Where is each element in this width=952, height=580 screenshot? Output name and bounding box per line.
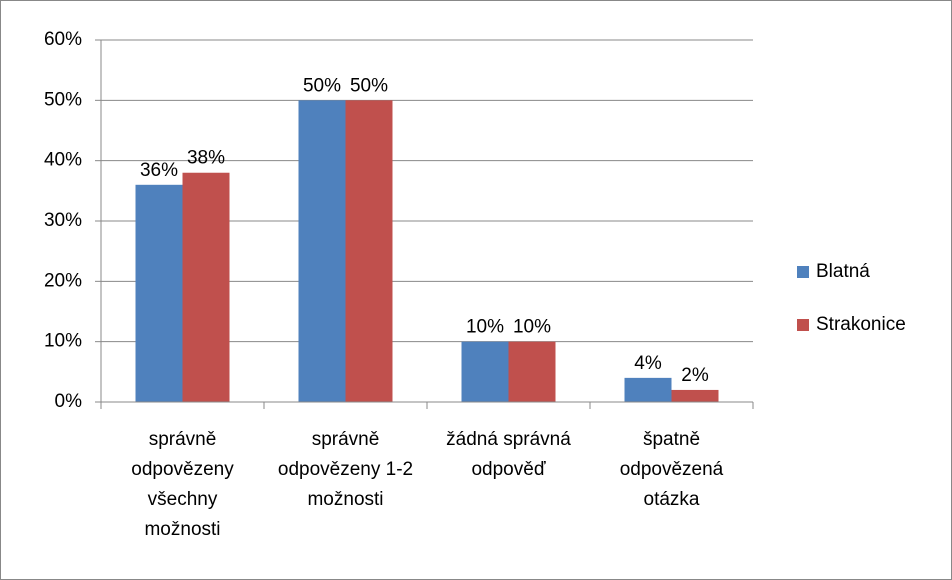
y-tick-label: 20% (44, 270, 82, 291)
x-tick-label: správně odpovězeny 1-2 možnosti (277, 429, 414, 510)
legend-swatch (797, 266, 809, 278)
data-label: 38% (187, 148, 225, 169)
y-tick-label: 10% (44, 331, 82, 352)
bar (298, 100, 346, 402)
legend-label: Blatná (816, 261, 870, 282)
bar (508, 341, 556, 402)
legend-swatch (797, 319, 809, 331)
legend-label: Strakonice (816, 314, 906, 335)
data-label: 50% (303, 75, 341, 96)
y-tick-label: 60% (44, 29, 82, 50)
bar (624, 377, 672, 402)
data-label: 2% (681, 365, 709, 386)
data-label: 10% (466, 317, 504, 338)
data-label: 10% (513, 317, 551, 338)
y-tick-label: 40% (44, 150, 82, 171)
data-label: 4% (634, 353, 662, 374)
x-tick-label: žádná správná odpověď (446, 429, 571, 480)
y-tick-label: 30% (44, 210, 82, 231)
x-tick-label: správně odpovězeny všechny možnosti (131, 429, 234, 540)
bar (671, 389, 719, 402)
bar (345, 100, 393, 402)
x-tick-label: špatně odpovězená otázka (619, 429, 724, 510)
data-label: 36% (140, 160, 178, 181)
y-tick-label: 50% (44, 89, 82, 110)
bar (182, 172, 230, 402)
bar (135, 184, 183, 402)
y-tick-label: 0% (55, 391, 83, 412)
bar (461, 341, 509, 402)
data-label: 50% (350, 75, 388, 96)
